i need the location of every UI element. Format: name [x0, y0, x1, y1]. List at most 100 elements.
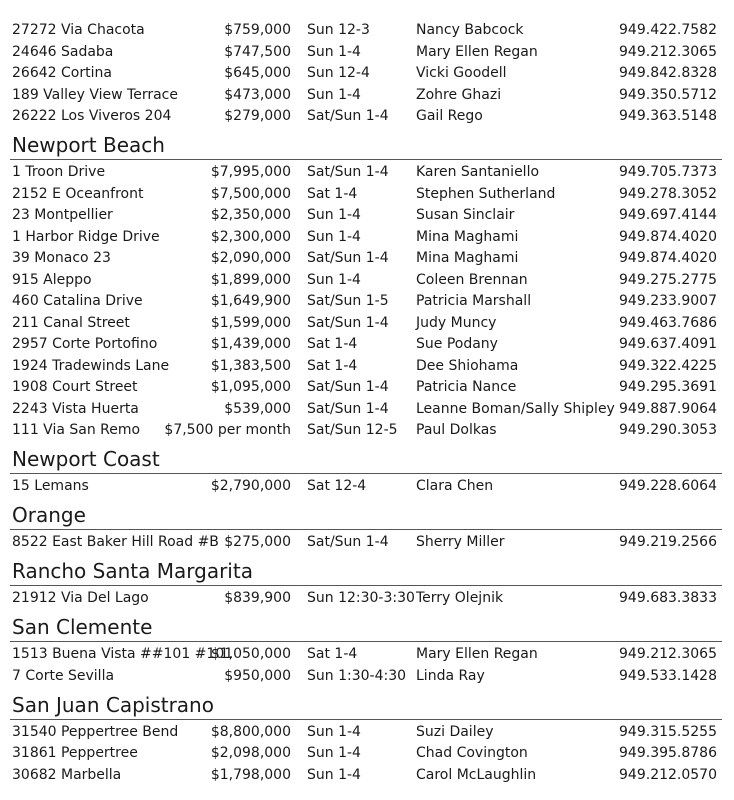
phone: 949.290.3053: [619, 422, 717, 438]
price: $275,000: [224, 534, 291, 550]
phone: 949.295.3691: [619, 379, 717, 395]
price: $8,800,000: [210, 723, 291, 740]
address: 1908 Court Street: [12, 379, 138, 395]
open-time: Sat/Sun 1-4: [307, 164, 389, 180]
phone: 949.422.7582: [619, 22, 717, 38]
address: 915 Aleppo: [12, 271, 92, 288]
price: $1,649,900: [210, 293, 291, 309]
address: 7 Corte Sevilla: [12, 667, 115, 684]
price: $1,050,000: [210, 646, 291, 662]
address: 2243 Vista Huerta: [12, 400, 139, 417]
price: $747,500: [224, 43, 291, 60]
price: $1,439,000: [210, 336, 291, 352]
phone: 949.322.4225: [619, 357, 717, 374]
phone: 949.842.8328: [619, 65, 717, 81]
price: $279,000: [224, 108, 291, 124]
price: $1,899,000: [210, 271, 291, 288]
address: 26642 Cortina: [12, 65, 112, 81]
price: $645,000: [224, 65, 291, 81]
open-time: Sat/Sun 12-5: [307, 422, 398, 438]
open-time: Sun 1-4: [307, 271, 361, 288]
phone: 949.395.8786: [619, 745, 717, 761]
address: 1924 Tradewinds Lane: [12, 357, 170, 374]
section-title: Orange: [12, 503, 86, 527]
agent: Coleen Brennan: [416, 271, 528, 288]
open-time: Sat/Sun 1-4: [307, 379, 389, 395]
open-time: Sun 1-4: [307, 228, 361, 245]
phone: 949.219.2566: [619, 534, 717, 550]
open-time: Sun 12:30-3:30: [307, 590, 415, 606]
price: $2,090,000: [210, 250, 291, 266]
phone: 949.683.3833: [619, 590, 717, 606]
agent: Nancy Babcock: [416, 22, 524, 38]
address: 1513 Buena Vista ##101 #101: [12, 646, 234, 662]
agent: Clara Chen: [416, 478, 494, 494]
address: 111 Via San Remo: [12, 422, 141, 438]
phone: 949.874.4020: [619, 228, 717, 245]
open-time: Sun 1-4: [307, 723, 361, 740]
open-time: Sat/Sun 1-4: [307, 250, 389, 266]
agent: Mina Maghami: [416, 250, 519, 266]
price: $539,000: [224, 400, 291, 417]
phone: 949.533.1428: [619, 667, 717, 684]
agent: Zohre Ghazi: [416, 86, 502, 103]
price: $2,790,000: [210, 478, 291, 494]
open-time: Sun 1-4: [307, 745, 361, 761]
phone: 949.278.3052: [619, 185, 717, 202]
agent: Karen Santaniello: [416, 164, 540, 180]
address: 460 Catalina Drive: [12, 293, 143, 309]
open-time: Sat 1-4: [307, 646, 358, 662]
section-divider: [10, 585, 722, 586]
agent: Terry Olejnik: [416, 590, 504, 606]
agent: Mina Maghami: [416, 228, 519, 245]
phone: 949.228.6064: [619, 478, 717, 494]
agent: Dee Shiohama: [416, 357, 519, 374]
address: 30682 Marbella: [12, 766, 122, 783]
price: $473,000: [224, 86, 291, 103]
agent: Mary Ellen Regan: [416, 646, 538, 662]
open-time: Sat/Sun 1-5: [307, 293, 389, 309]
section-title: Newport Beach: [12, 133, 165, 157]
section-title: Rancho Santa Margarita: [12, 559, 253, 583]
phone: 949.463.7686: [619, 314, 717, 331]
phone: 949.315.5255: [619, 723, 717, 740]
price: $7,995,000: [210, 164, 291, 180]
section-divider: [10, 718, 722, 720]
agent: Linda Ray: [416, 667, 485, 684]
phone: 949.212.3065: [619, 646, 717, 662]
section-divider: [10, 641, 722, 642]
address: 24646 Sadaba: [12, 43, 114, 60]
open-time: Sun 12-4: [307, 65, 370, 81]
open-time: Sun 1:30-4:30: [307, 667, 407, 684]
open-time: Sat/Sun 1-4: [307, 400, 389, 417]
price: $7,500,000: [210, 185, 291, 202]
agent: Patricia Marshall: [416, 293, 532, 309]
agent: Paul Dolkas: [416, 422, 497, 438]
phone: 949.363.5148: [619, 108, 717, 124]
price: $2,098,000: [210, 745, 291, 761]
address: 31540 Peppertree Bend: [12, 723, 179, 740]
open-time: Sun 1-4: [307, 43, 361, 60]
open-time: Sat/Sun 1-4: [307, 534, 389, 550]
price: $1,798,000: [210, 766, 291, 783]
agent: Mary Ellen Regan: [416, 43, 538, 60]
agent: Vicki Goodell: [416, 65, 507, 81]
address: 26222 Los Viveros 204: [12, 108, 172, 124]
agent: Gail Rego: [416, 108, 483, 124]
section-title: San Juan Capistrano: [12, 692, 214, 717]
price: $7,500 per month: [164, 422, 291, 438]
section-title: San Clemente: [12, 615, 153, 639]
agent: Sherry Miller: [416, 534, 505, 550]
price: $950,000: [224, 667, 291, 684]
phone: 949.212.0570: [619, 766, 717, 783]
agent: Suzi Dailey: [416, 723, 494, 740]
agent: Chad Covington: [416, 745, 528, 761]
agent: Patricia Nance: [416, 379, 517, 395]
open-time: Sat 12-4: [307, 478, 367, 494]
agent: Judy Muncy: [416, 314, 497, 331]
address: 189 Valley View Terrace: [12, 86, 178, 103]
agent: Carol McLaughlin: [416, 766, 537, 783]
address: 39 Monaco 23: [12, 250, 111, 266]
address: 15 Lemans: [12, 478, 89, 494]
